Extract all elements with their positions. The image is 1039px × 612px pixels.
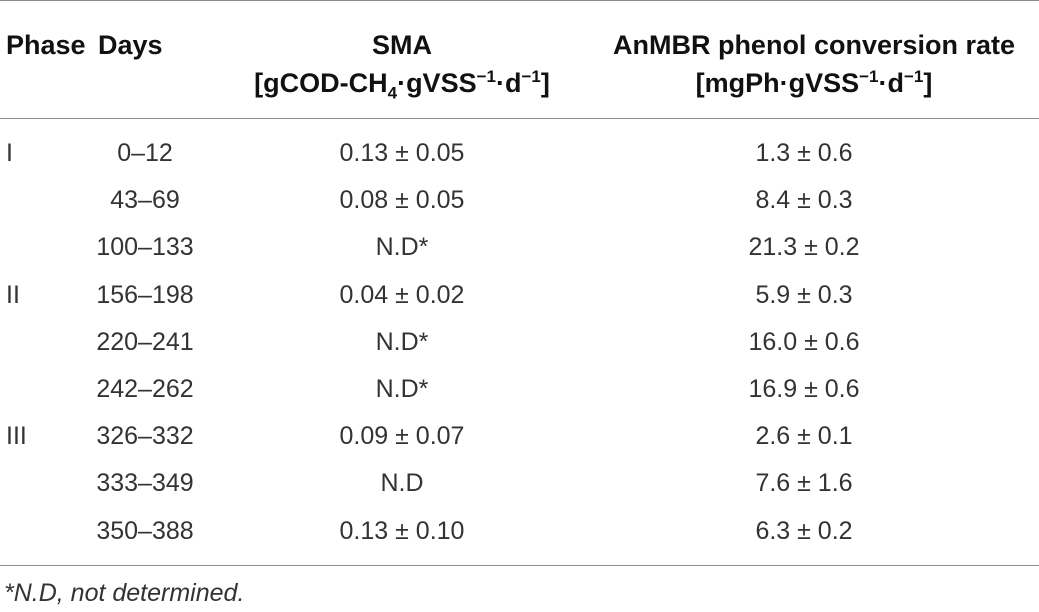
row-days-cell: 0–12 — [117, 139, 173, 167]
row-sma-cell: 0.13 ± 0.05 — [339, 139, 465, 167]
row-days-cell: 43–69 — [110, 186, 180, 214]
row-rate-cell: 16.0 ± 0.6 — [748, 328, 860, 356]
row-days-cell: 220–241 — [96, 328, 194, 356]
row-rate-cell: 1.3 ± 0.6 — [755, 139, 853, 167]
row-sma-cell: 0.08 ± 0.05 — [339, 186, 465, 214]
row-sma-cell: N.D* — [375, 328, 429, 356]
header-rate-title: AnMBR phenol conversion rate — [612, 30, 1016, 60]
row-days-cell: 350–388 — [96, 517, 194, 545]
header-sma-title: SMA — [372, 30, 432, 60]
row-rate-cell: 2.6 ± 0.1 — [755, 422, 853, 450]
row-sma-cell: 0.04 ± 0.02 — [339, 281, 465, 309]
row-phase-cell: I — [6, 139, 13, 167]
row-sma-cell: N.D* — [375, 233, 429, 261]
header-days: Days — [98, 30, 163, 60]
row-sma-cell: N.D — [380, 469, 424, 497]
row-rate-cell: 7.6 ± 1.6 — [755, 469, 853, 497]
row-rate-cell: 8.4 ± 0.3 — [755, 186, 853, 214]
row-sma-cell: 0.13 ± 0.10 — [339, 517, 465, 545]
footnote: *N.D, not determined. — [4, 579, 245, 607]
row-rate-cell: 5.9 ± 0.3 — [755, 281, 853, 309]
header-sma-unit: [gCOD-CH4·gVSS−1·d−1] — [254, 67, 550, 103]
row-rate-cell: 16.9 ± 0.6 — [748, 375, 860, 403]
row-rate-cell: 6.3 ± 0.2 — [755, 517, 853, 545]
row-rate-cell: 21.3 ± 0.2 — [748, 233, 860, 261]
header-phase: Phase — [6, 30, 86, 60]
row-days-cell: 326–332 — [96, 422, 194, 450]
header-divider-rule — [0, 118, 1039, 119]
row-phase-cell: III — [6, 422, 27, 450]
header-rate-unit: [mgPh·gVSS−1·d−1] — [695, 67, 933, 98]
row-days-cell: 100–133 — [96, 233, 194, 261]
row-sma-cell: N.D* — [375, 375, 429, 403]
row-days-cell: 242–262 — [96, 375, 194, 403]
row-phase-cell: II — [6, 281, 20, 309]
row-sma-cell: 0.09 ± 0.07 — [339, 422, 465, 450]
row-days-cell: 156–198 — [96, 281, 194, 309]
table-bottom-rule — [0, 565, 1039, 566]
table-top-rule — [0, 0, 1039, 1]
row-days-cell: 333–349 — [96, 469, 194, 497]
